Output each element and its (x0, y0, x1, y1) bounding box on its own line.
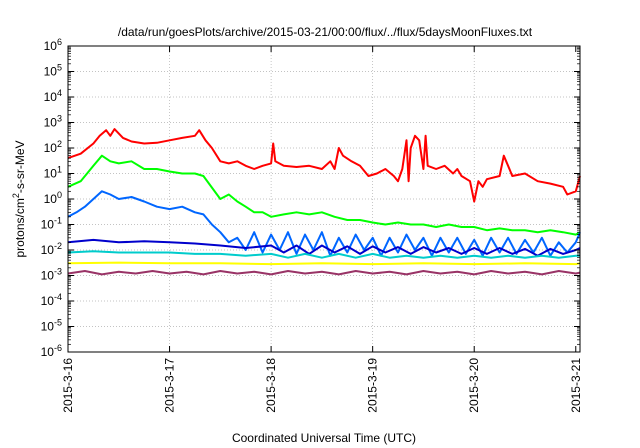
y-tick-label-base: 10 (41, 218, 55, 232)
y-axis-label-prefix: protons/cm (13, 198, 27, 257)
x-tick-label: 2015-3-20 (467, 358, 481, 413)
y-tick-label-base: 10 (41, 320, 55, 334)
grid-lines (68, 46, 580, 352)
y-tick-label-exponent: -2 (54, 241, 62, 251)
y-tick-label: 102 (44, 139, 62, 155)
x-tick-label: 2015-3-21 (569, 358, 583, 413)
y-tick-label: 105 (44, 63, 62, 79)
y-tick-labels: 10-610-510-410-310-210-11001011021031041… (41, 37, 62, 359)
y-tick-label-base: 10 (44, 167, 58, 181)
y-tick-label: 10-2 (41, 241, 62, 257)
x-tick-label: 2015-3-19 (366, 358, 380, 413)
series-line-3 (67, 190, 581, 257)
series-line-6 (67, 261, 581, 266)
y-tick-label: 10-4 (41, 292, 62, 308)
series-line-5 (67, 250, 580, 259)
series-lines (67, 128, 581, 276)
x-tick-labels: 2015-3-16 2015-3-17 2015-3-18 2015-3-19 2015… (61, 358, 583, 413)
y-tick-label-exponent: 0 (57, 190, 62, 200)
y-tick-label: 100 (44, 190, 62, 206)
series-line-1 (67, 128, 581, 203)
axis-ticks (67, 45, 580, 353)
y-tick-label-exponent: 4 (57, 88, 62, 98)
series-line-2 (67, 154, 581, 236)
y-tick-label-base: 10 (44, 39, 58, 53)
y-tick-label: 104 (44, 88, 62, 104)
y-tick-label-base: 10 (44, 116, 58, 130)
y-tick-label-exponent: 2 (57, 139, 62, 149)
y-tick-label-base: 10 (41, 345, 55, 359)
y-tick-label: 106 (44, 37, 62, 53)
y-tick-label: 10-3 (41, 267, 62, 283)
y-tick-label: 10-5 (41, 318, 62, 334)
y-tick-label: 103 (44, 114, 62, 130)
x-tick-label: 2015-3-16 (61, 358, 75, 413)
y-tick-label-base: 10 (41, 294, 55, 308)
y-axis-label-suffix: -s-sr-MeV (13, 140, 27, 193)
y-tick-label-exponent: -6 (54, 343, 62, 353)
y-tick-label-exponent: 5 (57, 63, 62, 73)
y-tick-label-exponent: -4 (54, 292, 62, 302)
x-tick-label: 2015-3-18 (264, 358, 278, 413)
y-tick-label-exponent: 3 (57, 114, 62, 124)
y-tick-label: 101 (44, 165, 62, 181)
y-tick-label-base: 10 (41, 243, 55, 257)
x-axis-label: Coordinated Universal Time (UTC) (232, 431, 416, 445)
x-tick-label: 2015-3-17 (163, 358, 177, 413)
y-tick-label-exponent: 1 (57, 165, 62, 175)
y-tick-label-exponent: -3 (54, 267, 62, 277)
y-tick-label-exponent: -5 (54, 318, 62, 328)
y-tick-label-base: 10 (41, 269, 55, 283)
y-tick-label-base: 10 (44, 141, 58, 155)
y-tick-label: 10-1 (41, 216, 62, 232)
y-tick-label-exponent: 6 (57, 37, 62, 47)
chart-title: /data/run/goesPlots/archive/2015-03-21/0… (118, 25, 533, 39)
y-tick-label: 10-6 (41, 343, 62, 359)
series-line-4 (67, 238, 581, 257)
y-axis-label: protons/cm2-s-sr-MeV (11, 140, 27, 257)
y-tick-label-base: 10 (44, 65, 58, 79)
y-tick-label-exponent: -1 (54, 216, 62, 226)
y-tick-label-base: 10 (44, 192, 58, 206)
y-tick-label-base: 10 (44, 90, 58, 104)
y-axis-label-sup: 2 (11, 193, 21, 198)
series-line-7 (67, 270, 581, 276)
